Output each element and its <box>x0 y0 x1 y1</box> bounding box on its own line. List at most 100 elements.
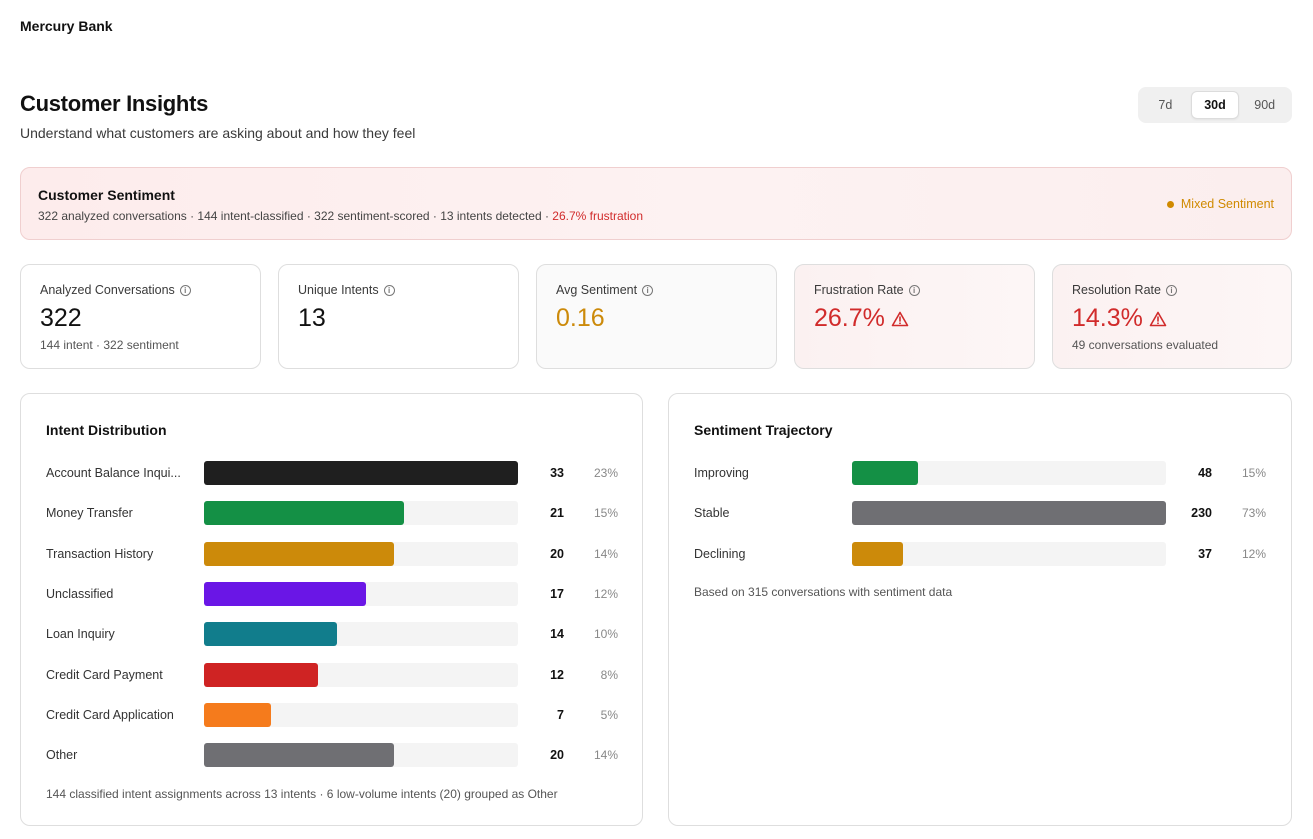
sentiment-banner: Customer Sentiment 322 analyzed conversa… <box>20 167 1292 240</box>
bar-row: Account Balance Inqui... <box>46 461 204 485</box>
bar-count: 33 <box>550 466 564 480</box>
org-name: Mercury Bank <box>20 18 113 34</box>
status-label: Mixed Sentiment <box>1180 197 1274 211</box>
bar-row: Improving <box>694 461 852 485</box>
kpi-label: Resolution Rate i <box>1072 283 1177 297</box>
bar-count: 20 <box>550 546 564 561</box>
bar-count: 14 <box>550 627 564 642</box>
kpi-label: Avg Sentiment i <box>556 283 654 297</box>
banner-summary-text: 322 analyzed conversations · 144 intent-… <box>38 209 553 223</box>
kpi-value: 26.7% <box>814 304 909 333</box>
kpi-frustration-rate: Frustration Rate i 26.7% <box>794 264 1035 369</box>
kpi-label: Frustration Rate i <box>814 283 920 297</box>
kpi-value: 0.16 <box>556 304 605 332</box>
date-range-selector: 7d 30d 90d <box>1138 87 1292 123</box>
bar-row: Credit Card Application <box>46 703 204 727</box>
panel-title: Intent Distribution <box>46 422 167 438</box>
kpi-label-text: Analyzed Conversations <box>40 283 175 297</box>
kpi-sub: 49 conversations evaluated <box>1072 338 1219 352</box>
kpi-value-text: 14.3% <box>1072 304 1143 332</box>
bar-label: Credit Card Application <box>46 707 174 722</box>
status-dot-icon <box>1166 200 1174 208</box>
bar-row: Money Transfer <box>46 501 204 525</box>
bar-track <box>852 541 1166 566</box>
kpi-label: Unique Intents i <box>298 283 395 297</box>
bar-percent: 14% <box>593 748 618 763</box>
info-icon[interactable]: i <box>908 284 920 296</box>
bar-track <box>204 541 518 566</box>
bar-label: Money Transfer <box>46 506 133 521</box>
info-icon[interactable]: i <box>383 284 395 296</box>
range-7d-button[interactable]: 7d <box>1158 98 1173 112</box>
bar-row: Other <box>46 743 204 767</box>
bar-label: Transaction History <box>46 546 154 561</box>
page-title: Customer Insights <box>20 91 209 116</box>
bar-fill <box>204 702 271 727</box>
bar-fill <box>852 501 1166 526</box>
range-30d-button[interactable]: 30d <box>1190 91 1240 119</box>
banner-title: Customer Sentiment <box>38 187 175 203</box>
bar-track <box>852 501 1166 526</box>
kpi-label-text: Avg Sentiment <box>556 283 638 297</box>
bar-row: Unclassified <box>46 582 204 606</box>
bar-track <box>204 622 518 647</box>
bar-label: Loan Inquiry <box>46 627 115 642</box>
bar-track <box>204 743 518 768</box>
bar-row: Loan Inquiry <box>46 622 204 646</box>
range-90d-button[interactable]: 90d <box>1254 98 1276 112</box>
bar-track <box>204 501 518 526</box>
info-icon[interactable]: i <box>1165 284 1177 296</box>
bar-label: Stable <box>694 506 730 521</box>
bar-percent: 12% <box>593 586 618 601</box>
bar-count: 17 <box>550 586 564 601</box>
banner-frustration: 26.7% frustration <box>552 209 644 223</box>
bar-percent: 12% <box>1241 546 1266 561</box>
panel-title: Sentiment Trajectory <box>694 422 833 438</box>
bar-count: 20 <box>550 748 564 763</box>
bar-fill <box>852 461 918 485</box>
bar-percent: 73% <box>1241 506 1266 521</box>
bar-count: 7 <box>557 707 564 722</box>
bar-label: Improving <box>694 466 749 480</box>
sentiment-trajectory-panel: Sentiment Trajectory Improving 48 15% Stabl… <box>668 393 1292 826</box>
sentiment-status-badge: Mixed Sentiment <box>1166 197 1274 211</box>
intent-footnote: 144 classified intent assignments across… <box>46 787 558 801</box>
bar-count: 230 <box>1191 506 1212 521</box>
bar-percent: 10% <box>593 627 618 642</box>
bar-count: 37 <box>1198 546 1212 561</box>
page-subtitle: Understand what customers are asking abo… <box>20 125 416 141</box>
kpi-label-text: Resolution Rate <box>1072 283 1161 297</box>
bar-count: 21 <box>550 506 564 521</box>
bar-label: Unclassified <box>46 586 114 601</box>
kpi-value-text: 26.7% <box>814 304 885 332</box>
bar-label: Other <box>46 748 78 763</box>
bar-percent: 14% <box>593 546 618 561</box>
bar-fill <box>204 743 395 768</box>
bar-row: Stable <box>694 501 852 525</box>
bar-track <box>204 662 518 687</box>
bar-track <box>204 461 518 485</box>
bar-label: Credit Card Payment <box>46 667 163 682</box>
info-icon[interactable]: i <box>179 284 191 296</box>
info-icon[interactable]: i <box>642 284 654 296</box>
bar-count: 48 <box>1198 466 1212 480</box>
kpi-resolution-rate: Resolution Rate i 14.3% 49 conversations … <box>1052 264 1292 369</box>
kpi-unique-intents: Unique Intents i 13 <box>278 264 519 369</box>
bar-fill <box>204 581 366 606</box>
bar-track <box>204 581 518 606</box>
kpi-label-text: Unique Intents <box>298 283 379 297</box>
bar-row: Credit Card Payment <box>46 663 204 687</box>
bar-fill <box>204 501 404 526</box>
bar-percent: 8% <box>600 667 618 682</box>
warning-icon <box>891 311 909 326</box>
bar-track <box>852 461 1166 485</box>
bar-percent: 5% <box>600 707 618 722</box>
bar-fill <box>204 662 319 687</box>
bar-percent: 15% <box>1241 466 1266 480</box>
bar-count: 12 <box>550 667 564 682</box>
bar-percent: 15% <box>593 506 618 521</box>
bar-fill <box>204 461 518 485</box>
bar-label: Declining <box>694 546 746 561</box>
warning-icon <box>1149 311 1167 326</box>
bar-percent: 23% <box>593 466 618 480</box>
